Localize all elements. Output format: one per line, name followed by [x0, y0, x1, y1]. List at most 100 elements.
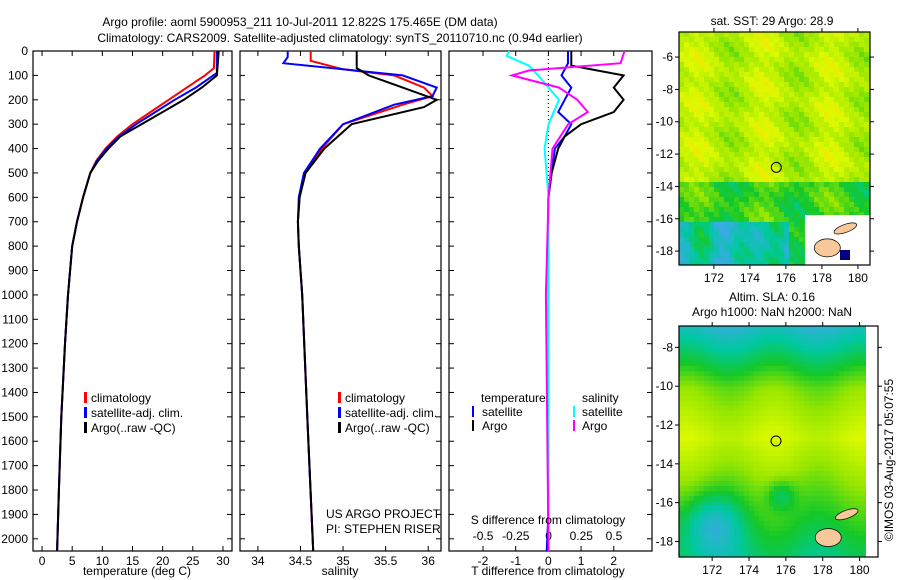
map-cell: [764, 351, 769, 356]
map-cell: [679, 351, 684, 356]
map-cell: [834, 157, 839, 162]
map-cell: [829, 117, 834, 122]
map-cell: [694, 42, 699, 47]
map-cell: [764, 521, 769, 526]
map-cell: [754, 92, 759, 97]
map-cell: [864, 202, 869, 207]
map-cell: [714, 446, 719, 451]
map-cell: [829, 481, 834, 486]
map-cell: [744, 57, 749, 62]
map-cell: [769, 411, 774, 416]
map-cell: [684, 411, 689, 416]
map-cell: [739, 451, 744, 456]
map-cell: [789, 122, 794, 127]
map-cell: [759, 376, 764, 381]
legend-marker-s-satellite: [573, 406, 575, 417]
map-cell: [764, 391, 769, 396]
map-cell: [759, 361, 764, 366]
map-cell: [764, 232, 769, 237]
map-cell: [724, 212, 729, 217]
map-cell: [774, 202, 779, 207]
map-cell: [714, 456, 719, 461]
map-cell: [864, 172, 869, 177]
map-cell: [794, 187, 799, 192]
map-cell: [769, 446, 774, 451]
map-cell: [849, 366, 854, 371]
map-cell: [719, 351, 724, 356]
map-cell: [759, 326, 764, 331]
map-cell: [829, 92, 834, 97]
map-cell: [784, 336, 789, 341]
map-cell: [724, 536, 729, 541]
map-cell: [699, 496, 704, 501]
map-cell: [834, 92, 839, 97]
map-cell: [724, 496, 729, 501]
map-cell: [709, 187, 714, 192]
map-cell: [704, 451, 709, 456]
map-cell: [864, 421, 866, 426]
map-cell: [699, 461, 704, 466]
map-cell: [764, 501, 769, 506]
map-cell: [794, 227, 799, 232]
map-cell: [759, 107, 764, 112]
map-cell: [704, 122, 709, 127]
map-cell: [734, 376, 739, 381]
map-cell: [714, 192, 719, 197]
map-cell: [769, 516, 774, 521]
map-cell: [769, 152, 774, 157]
map-cell: [839, 491, 844, 496]
map-cell: [859, 451, 864, 456]
map-cell: [809, 162, 814, 167]
map-cell: [744, 506, 749, 511]
map-cell: [764, 396, 769, 401]
map-cell: [854, 396, 859, 401]
map-cell: [749, 411, 754, 416]
map-cell: [859, 501, 864, 506]
map-cell: [709, 421, 714, 426]
map-cell: [789, 47, 794, 52]
map-cell: [714, 551, 719, 556]
map-cell: [794, 531, 799, 536]
map-cell: [729, 122, 734, 127]
map-cell: [829, 366, 834, 371]
map-cell: [849, 376, 854, 381]
legend-marker-argo: [338, 422, 341, 433]
map-cell: [824, 376, 829, 381]
map-cell: [864, 356, 866, 361]
map-cell: [679, 421, 684, 426]
legend-label: satellite-adj. clim.: [345, 406, 437, 420]
map-cell: [804, 37, 809, 42]
map-cell: [824, 32, 829, 37]
map-cell: [754, 346, 759, 351]
map-cell: [794, 496, 799, 501]
map-cell: [859, 366, 864, 371]
map-cell: [764, 531, 769, 536]
map-cell: [739, 77, 744, 82]
map-cell: [719, 441, 724, 446]
map-cell: [854, 102, 859, 107]
map-cell: [824, 52, 829, 57]
map-cell: [719, 446, 724, 451]
map-cell: [839, 162, 844, 167]
map-cell: [809, 207, 814, 212]
x-tick-label: 178: [812, 271, 832, 285]
map-cell: [739, 87, 744, 92]
map-cell: [749, 112, 754, 117]
map-cell: [799, 396, 804, 401]
map-cell: [839, 122, 844, 127]
map-cell: [754, 157, 759, 162]
map-cell: [779, 371, 784, 376]
map-cell: [719, 92, 724, 97]
map-cell: [744, 112, 749, 117]
map-cell: [769, 37, 774, 42]
map-cell: [859, 431, 864, 436]
map-cell: [749, 501, 754, 506]
map-cell: [744, 531, 749, 536]
map-cell: [794, 207, 799, 212]
map-cell: [784, 72, 789, 77]
map-cell: [839, 426, 844, 431]
map-cell: [799, 102, 804, 107]
map-cell: [754, 127, 759, 132]
map-cell: [754, 506, 759, 511]
map-cell: [834, 97, 839, 102]
